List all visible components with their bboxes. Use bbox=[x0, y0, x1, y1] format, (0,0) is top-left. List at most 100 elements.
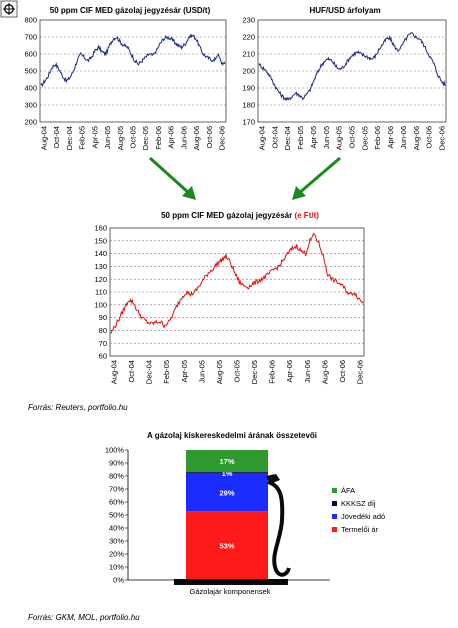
x-tick-label: Dec-04 bbox=[145, 360, 154, 384]
legend-label: Jövedéki adó bbox=[341, 512, 385, 521]
chart-title-main: 50 ppm CIF MED gázolaj jegyzésár bbox=[161, 211, 292, 220]
chart-eft-price: 50 ppm CIF MED gázolaj jegyzésár (e Ft/t… bbox=[94, 211, 364, 384]
chart-huf-usd: HUF/USD árfolyam 230 220 210 200 190 180 170 A… bbox=[242, 6, 446, 150]
series-line bbox=[258, 31, 446, 102]
y-tick-label: 190 bbox=[242, 84, 255, 93]
y-tick-label: 80 bbox=[99, 326, 107, 335]
y-tick-label: 10% bbox=[109, 563, 124, 572]
legend-swatch bbox=[332, 514, 337, 519]
y-tick-label: 180 bbox=[242, 101, 255, 110]
y-tick-label: 210 bbox=[242, 50, 255, 59]
y-tick-label: 120 bbox=[94, 275, 107, 284]
y-tick-label: 80% bbox=[109, 472, 124, 481]
y-tick-label: 130 bbox=[94, 262, 107, 271]
bar-segment bbox=[186, 450, 268, 473]
chart-title: A gázolaj kiskereskedelmi árának összete… bbox=[147, 431, 317, 440]
y-tick-label: 600 bbox=[24, 50, 37, 59]
y-tick-label: 200 bbox=[24, 118, 37, 127]
y-tick-label: 100 bbox=[94, 300, 107, 309]
y-tick-label: 30% bbox=[109, 537, 124, 546]
x-tick-label: Aug-04 bbox=[40, 126, 49, 150]
x-tick-label: Oct-04 bbox=[52, 126, 61, 149]
plot-frame bbox=[257, 19, 447, 123]
y-tick-label: 20% bbox=[109, 550, 124, 559]
x-tick-label: Oct-04 bbox=[270, 126, 279, 149]
y-tick-label: 220 bbox=[242, 33, 255, 42]
x-tick-label: Oct-06 bbox=[425, 126, 434, 149]
data-label: 1% bbox=[222, 469, 233, 478]
x-tick-label: Dec-06 bbox=[356, 360, 365, 384]
x-tick-label: Dec-04 bbox=[283, 126, 292, 150]
y-tick-label: 160 bbox=[94, 224, 107, 233]
x-tick-label: Aug-04 bbox=[258, 126, 267, 150]
legend-swatch bbox=[332, 501, 337, 506]
bar-segment bbox=[186, 473, 268, 512]
x-tick-label: Feb-06 bbox=[373, 126, 382, 150]
x-tick-label: Apr-06 bbox=[167, 126, 176, 149]
x-tick-label: Oct-06 bbox=[205, 126, 214, 149]
chart-title-unit: (e Ft/t) bbox=[294, 211, 319, 220]
bar-segment bbox=[186, 472, 268, 474]
y-tick-label: 230 bbox=[242, 16, 255, 25]
chart-components: A gázolaj kiskereskedelmi árának összete… bbox=[105, 431, 385, 596]
x-tick-label: Aug-04 bbox=[110, 360, 119, 384]
x-tick-label: Jun-06 bbox=[399, 126, 408, 149]
y-tick-label: 500 bbox=[24, 67, 37, 76]
x-tick-label: Apr-05 bbox=[309, 126, 318, 149]
x-tick-label: Apr-06 bbox=[285, 360, 294, 383]
chart-title: 50 ppm CIF MED gázolaj jegyzésár (USD/t) bbox=[50, 6, 211, 15]
source-note-top: Forrás: Reuters, portfolio.hu bbox=[28, 403, 128, 412]
y-tick-label: 100% bbox=[105, 446, 125, 455]
y-tick-label: 700 bbox=[24, 33, 37, 42]
x-tick-label: Dec-06 bbox=[438, 126, 447, 150]
x-tick-label: Oct-06 bbox=[338, 360, 347, 383]
plot-frame bbox=[109, 227, 365, 357]
x-tick-label: Oct-05 bbox=[348, 126, 357, 149]
x-tick-label: Feb-05 bbox=[78, 126, 87, 150]
x-tick-label: Jun-06 bbox=[179, 126, 188, 149]
x-tick-label: Dec-05 bbox=[360, 126, 369, 150]
data-label: 29% bbox=[219, 488, 234, 497]
x-tick-label: Feb-06 bbox=[268, 360, 277, 384]
y-tick-label: 40% bbox=[109, 524, 124, 533]
bar-segment bbox=[186, 511, 268, 580]
x-tick-label: Oct-05 bbox=[233, 360, 242, 383]
chart-usd-price: 50 ppm CIF MED gázolaj jegyzésár (USD/t)… bbox=[24, 6, 226, 150]
y-tick-label: 90% bbox=[109, 459, 124, 468]
x-tick-label: Oct-05 bbox=[129, 126, 138, 149]
series-line bbox=[110, 232, 364, 334]
arrow-right bbox=[292, 156, 341, 200]
x-tick-label: Dec-05 bbox=[250, 360, 259, 384]
legend-label: ÁFA bbox=[341, 486, 355, 495]
x-tick-label: Aug-06 bbox=[412, 126, 421, 150]
legend-swatch bbox=[332, 488, 337, 493]
x-tick-label: Aug-06 bbox=[320, 360, 329, 384]
pump-base bbox=[174, 579, 288, 585]
x-tick-label: Aug-05 bbox=[116, 126, 125, 150]
category-label: Gázolajár komponensek bbox=[190, 587, 271, 596]
x-tick-label: Aug-05 bbox=[215, 360, 224, 384]
x-tick-label: Feb-06 bbox=[154, 126, 163, 150]
x-tick-label: Jun-05 bbox=[322, 126, 331, 149]
arrow-left bbox=[148, 156, 196, 200]
y-tick-label: 170 bbox=[242, 118, 255, 127]
x-tick-label: Jun-05 bbox=[103, 126, 112, 149]
x-tick-label: Jun-06 bbox=[303, 360, 312, 383]
y-tick-label: 150 bbox=[94, 236, 107, 245]
source-note-bottom: Forrás: GKM, MOL, portfolio.hu bbox=[28, 613, 140, 622]
y-tick-label: 110 bbox=[95, 288, 107, 297]
x-tick-label: Feb-05 bbox=[296, 126, 305, 150]
pump-nozzle-icon bbox=[266, 474, 291, 577]
x-tick-label: Dec-05 bbox=[141, 126, 150, 150]
data-label: 17% bbox=[219, 457, 234, 466]
y-tick-label: 300 bbox=[24, 101, 37, 110]
y-tick-label: 60 bbox=[99, 352, 107, 361]
y-tick-label: 400 bbox=[24, 84, 37, 93]
chart-title: HUF/USD árfolyam bbox=[309, 6, 380, 15]
y-tick-label: 50% bbox=[109, 511, 124, 520]
zoom-icon[interactable] bbox=[0, 0, 18, 18]
data-label: 53% bbox=[219, 542, 234, 551]
y-tick-label: 90 bbox=[99, 313, 107, 322]
legend-label: KKKSZ díj bbox=[341, 499, 376, 508]
